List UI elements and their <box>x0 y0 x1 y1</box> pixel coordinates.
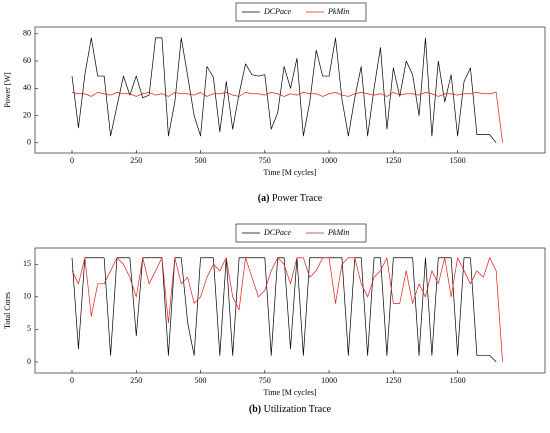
legend-label: PkMin <box>327 228 349 237</box>
series-line <box>71 257 503 362</box>
x-tick-label: 1250 <box>385 156 401 165</box>
legend-label: DCPace <box>263 228 292 237</box>
x-tick-label: 750 <box>259 376 271 385</box>
y-tick-label: 5 <box>27 324 31 333</box>
x-tick-label: 250 <box>130 376 142 385</box>
x-tick-label: 0 <box>70 376 74 385</box>
x-tick-label: 0 <box>70 156 74 165</box>
y-tick-label: 60 <box>23 56 31 65</box>
legend-label: PkMin <box>327 7 349 16</box>
legend-box <box>235 223 367 243</box>
x-tick-label: 1500 <box>450 376 466 385</box>
caption: (a) Power Trace <box>258 193 323 204</box>
caption-text: Utilization Trace <box>264 404 332 415</box>
plot-frame <box>34 247 546 374</box>
x-tick-label: 1250 <box>385 376 401 385</box>
y-tick-label: 15 <box>23 259 31 268</box>
y-tick-label: 0 <box>27 357 31 366</box>
series-line <box>71 92 503 143</box>
caption: (b) Utilization Trace <box>249 404 332 415</box>
y-axis-label: Total Cores <box>3 292 12 329</box>
series-line <box>71 37 497 143</box>
plot-frame <box>34 26 546 154</box>
y-tick-label: 0 <box>27 138 31 147</box>
caption-label: (b) <box>249 404 261 415</box>
x-axis-label: Time [M cycles] <box>263 168 316 177</box>
y-tick-label: 10 <box>23 292 31 301</box>
chart: 0 250 500 750 1000 1250 1500 0 20 40 60 80 Time [M c… <box>3 2 546 204</box>
caption-text: Power Trace <box>272 193 323 204</box>
legend-box <box>235 2 367 22</box>
caption-label: (a) <box>258 193 270 204</box>
y-tick-label: 80 <box>23 29 31 38</box>
x-axis-label: Time [M cycles] <box>263 388 316 397</box>
x-tick-label: 500 <box>195 376 207 385</box>
y-tick-label: 40 <box>23 83 31 92</box>
x-tick-label: 500 <box>195 156 207 165</box>
y-tick-label: 20 <box>23 110 31 119</box>
x-tick-label: 1000 <box>321 156 337 165</box>
x-tick-label: 1500 <box>450 156 466 165</box>
x-tick-label: 250 <box>130 156 142 165</box>
x-tick-label: 1000 <box>321 376 337 385</box>
y-axis-label: Power [W] <box>3 72 12 108</box>
legend-label: DCPace <box>263 7 292 16</box>
chart: 0 250 500 750 1000 1250 1500 0 5 10 15 Time [M cycl… <box>3 223 546 415</box>
series-line <box>71 257 497 363</box>
x-tick-label: 750 <box>259 156 271 165</box>
